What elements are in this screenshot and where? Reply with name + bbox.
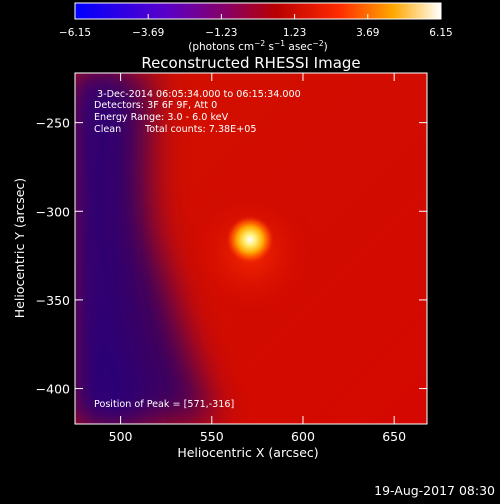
image-annotations: 3-Dec-2014 06:05:34.000 to 06:15:34.000 … [94,89,301,410]
colorbar-unit-label: (photons cm−2 s−1 asec−2) [188,39,327,53]
footer-timestamp: 19-Aug-2017 08:30 [374,483,495,498]
y-tick-label: −350 [36,293,70,308]
annotation-energy: Energy Range: 3.0 - 6.0 keV [94,112,229,123]
annotation-time-range: 3-Dec-2014 06:05:34.000 to 06:15:34.000 [97,89,301,100]
y-tick-label: −250 [36,116,70,131]
x-tick-label: 600 [291,429,315,444]
y-tick-label: −300 [36,204,70,219]
plot-frame [74,72,428,425]
peak-source [226,215,275,264]
x-tick-label: 500 [109,429,133,444]
chart-title: Reconstructed RHESSI Image [141,54,360,72]
colorbar-tick-label: 1.23 [283,27,306,39]
y-axis-label: Heliocentric Y (arcsec) [12,178,27,318]
y-axis-ticks: −250 −300 −350 −400 [36,116,427,397]
colorbar-tick-label: 6.15 [429,27,452,39]
heatmap-dark-core [75,73,150,424]
x-tick-label: 550 [200,429,224,444]
colorbar-frame [74,2,442,20]
colorbar-ticks: −6.15 −3.69 −1.23 1.23 3.69 6.15 [59,14,453,39]
colorbar-tick-label: −6.15 [59,27,91,39]
x-axis-label: Heliocentric X (arcsec) [177,445,318,460]
heatmap-image [75,73,427,424]
colorbar-tick-label: −3.69 [132,27,164,39]
colorbar: −6.15 −3.69 −1.23 1.23 3.69 6.15 (photons cm−… [59,2,453,53]
y-tick-label: −400 [36,382,70,397]
x-axis-ticks: 500 550 600 650 [109,73,406,444]
annotation-counts: Total counts: 7.38E+05 [144,124,256,135]
annotation-method: Clean [94,124,121,135]
colorbar-gradient [75,3,441,19]
annotation-peak: Position of Peak = [571,-316] [94,399,234,410]
x-tick-label: 650 [382,429,406,444]
annotation-detectors: Detectors: 3F 6F 9F, Att 0 [94,100,217,111]
colorbar-tick-label: −1.23 [205,27,237,39]
colorbar-tick-label: 3.69 [356,27,379,39]
